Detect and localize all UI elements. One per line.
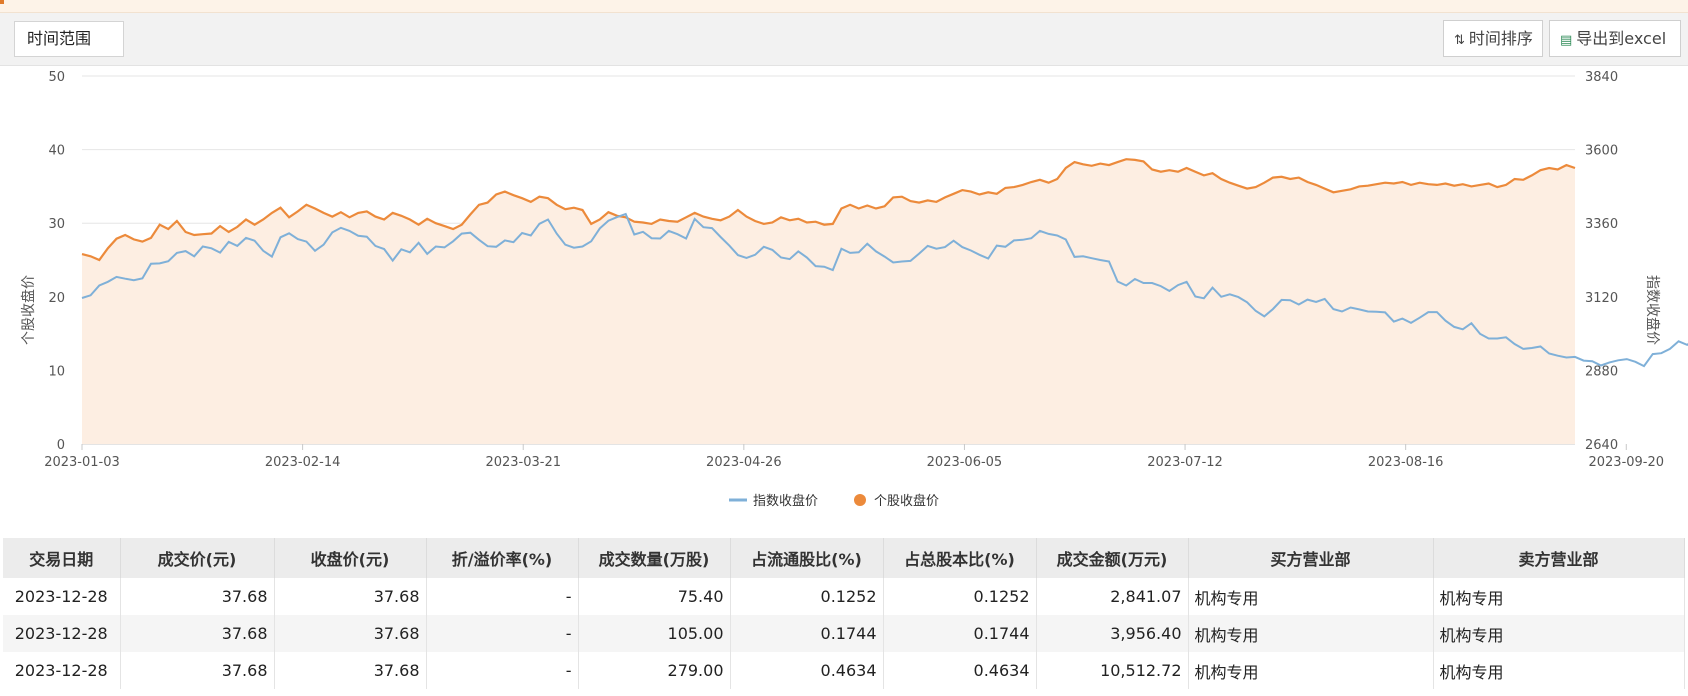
cell-date: 2023-12-28 bbox=[3, 652, 121, 689]
cell-date: 2023-12-28 bbox=[3, 615, 121, 652]
sort-arrows-icon: ⇅ bbox=[1454, 33, 1465, 48]
x-tick-label: 2023-08-16 bbox=[1368, 455, 1444, 470]
cell-amount: 3,956.40 bbox=[1036, 615, 1189, 652]
cell-total-ratio: 0.1252 bbox=[883, 578, 1037, 615]
excel-icon: ▤ bbox=[1560, 33, 1573, 48]
price-chart: 0 10 20 30 40 50 2640 2880 3120 3360 3600 3840 202… bbox=[20, 70, 1688, 509]
export-excel-label: 导出到excel bbox=[1576, 29, 1667, 48]
toolbar: 时间范围 ⇅ 时间排序 ▤ 导出到excel bbox=[0, 13, 1688, 66]
x-tick-label: 2023-02-14 bbox=[265, 455, 341, 470]
col-float-ratio[interactable]: 占流通股比(%) bbox=[730, 538, 884, 578]
right-tick-label: 2640 bbox=[1585, 438, 1618, 453]
cell-buyer[interactable]: 机构专用 bbox=[1188, 652, 1434, 689]
col-amount[interactable]: 成交金额(万元) bbox=[1036, 538, 1189, 578]
stock-close-line bbox=[81, 158, 1576, 262]
left-tick-label: 30 bbox=[48, 217, 65, 232]
cell-seller[interactable]: 机构专用 bbox=[1433, 578, 1685, 615]
table-row: 2023-12-28 37.68 37.68 - 279.00 0.4634 0… bbox=[3, 652, 1685, 689]
x-axis-ticks: 2023-01-03 2023-02-14 2023-03-21 2023-04-26… bbox=[44, 444, 1664, 470]
cell-close-price: 37.68 bbox=[274, 615, 427, 652]
right-tick-label: 2880 bbox=[1585, 364, 1618, 379]
col-trade-date[interactable]: 交易日期 bbox=[3, 538, 121, 578]
cell-total-ratio: 0.4634 bbox=[883, 652, 1037, 689]
cell-close-price: 37.68 bbox=[274, 652, 427, 689]
x-tick-label: 2023-06-05 bbox=[927, 455, 1003, 470]
cell-deal-price: 37.68 bbox=[120, 578, 275, 615]
cell-buyer[interactable]: 机构专用 bbox=[1188, 615, 1434, 652]
col-total-ratio[interactable]: 占总股本比(%) bbox=[883, 538, 1037, 578]
stock-area-fill bbox=[82, 159, 1575, 444]
x-tick-label: 2023-04-26 bbox=[706, 455, 782, 470]
cell-premium-rate: - bbox=[426, 578, 579, 615]
table-header-row: 交易日期 成交价(元) 收盘价(元) 折/溢价率(%) 成交数量(万股) 占流通… bbox=[3, 538, 1685, 578]
index-close-line bbox=[81, 212, 1688, 368]
cell-amount: 2,841.07 bbox=[1036, 578, 1189, 615]
cell-volume: 75.40 bbox=[578, 578, 731, 615]
left-tick-label: 40 bbox=[48, 144, 65, 159]
cell-premium-rate: - bbox=[426, 652, 579, 689]
col-close-price[interactable]: 收盘价(元) bbox=[274, 538, 427, 578]
cell-close-price: 37.68 bbox=[274, 578, 427, 615]
col-deal-price[interactable]: 成交价(元) bbox=[120, 538, 275, 578]
cell-premium-rate: - bbox=[426, 615, 579, 652]
right-tick-label: 3360 bbox=[1585, 217, 1618, 232]
cell-float-ratio: 0.1744 bbox=[730, 615, 884, 652]
accent-mark bbox=[0, 0, 4, 4]
legend-stock-label: 个股收盘价 bbox=[874, 493, 939, 509]
legend-stock-swatch bbox=[854, 494, 866, 506]
x-tick-label: 2023-01-03 bbox=[44, 455, 120, 470]
table-row: 2023-12-28 37.68 37.68 - 75.40 0.1252 0.… bbox=[3, 578, 1685, 615]
col-buyer[interactable]: 买方营业部 bbox=[1188, 538, 1434, 578]
right-tick-label: 3120 bbox=[1585, 291, 1618, 306]
cell-buyer[interactable]: 机构专用 bbox=[1188, 578, 1434, 615]
top-strip bbox=[0, 0, 1688, 13]
export-excel-button[interactable]: ▤ 导出到excel bbox=[1549, 20, 1681, 57]
col-premium-rate[interactable]: 折/溢价率(%) bbox=[426, 538, 579, 578]
time-sort-label: 时间排序 bbox=[1468, 29, 1533, 48]
col-seller[interactable]: 卖方营业部 bbox=[1433, 538, 1685, 578]
cell-float-ratio: 0.1252 bbox=[730, 578, 884, 615]
cell-total-ratio: 0.1744 bbox=[883, 615, 1037, 652]
cell-deal-price: 37.68 bbox=[120, 615, 275, 652]
legend-index-label: 指数收盘价 bbox=[753, 493, 818, 509]
cell-amount: 10,512.72 bbox=[1036, 652, 1189, 689]
x-tick-label: 2023-03-21 bbox=[485, 455, 561, 470]
cell-volume: 105.00 bbox=[578, 615, 731, 652]
left-tick-label: 0 bbox=[57, 438, 65, 453]
cell-deal-price: 37.68 bbox=[120, 652, 275, 689]
cell-date: 2023-12-28 bbox=[3, 578, 121, 615]
left-axis-ticks: 0 10 20 30 40 50 bbox=[48, 70, 65, 453]
table-row: 2023-12-28 37.68 37.68 - 105.00 0.1744 0… bbox=[3, 615, 1685, 652]
time-sort-button[interactable]: ⇅ 时间排序 bbox=[1443, 20, 1543, 57]
left-axis-title: 个股收盘价 bbox=[20, 275, 37, 345]
block-trade-table: 交易日期 成交价(元) 收盘价(元) 折/溢价率(%) 成交数量(万股) 占流通… bbox=[3, 538, 1685, 689]
cell-volume: 279.00 bbox=[578, 652, 731, 689]
col-volume[interactable]: 成交数量(万股) bbox=[578, 538, 731, 578]
time-range-button[interactable]: 时间范围 bbox=[14, 21, 124, 57]
x-tick-label: 2023-09-20 bbox=[1588, 455, 1664, 470]
cell-seller[interactable]: 机构专用 bbox=[1433, 652, 1685, 689]
cell-seller[interactable]: 机构专用 bbox=[1433, 615, 1685, 652]
x-tick-label: 2023-07-12 bbox=[1147, 455, 1223, 470]
left-tick-label: 10 bbox=[48, 364, 65, 379]
left-tick-label: 50 bbox=[48, 70, 65, 85]
chart-legend: 指数收盘价 个股收盘价 bbox=[729, 493, 939, 509]
cell-float-ratio: 0.4634 bbox=[730, 652, 884, 689]
left-tick-label: 20 bbox=[48, 291, 65, 306]
right-axis-title: 指数收盘价 bbox=[1644, 275, 1661, 345]
right-tick-label: 3600 bbox=[1585, 144, 1618, 159]
right-axis-ticks: 2640 2880 3120 3360 3600 3840 bbox=[1585, 70, 1618, 453]
right-tick-label: 3840 bbox=[1585, 70, 1618, 85]
